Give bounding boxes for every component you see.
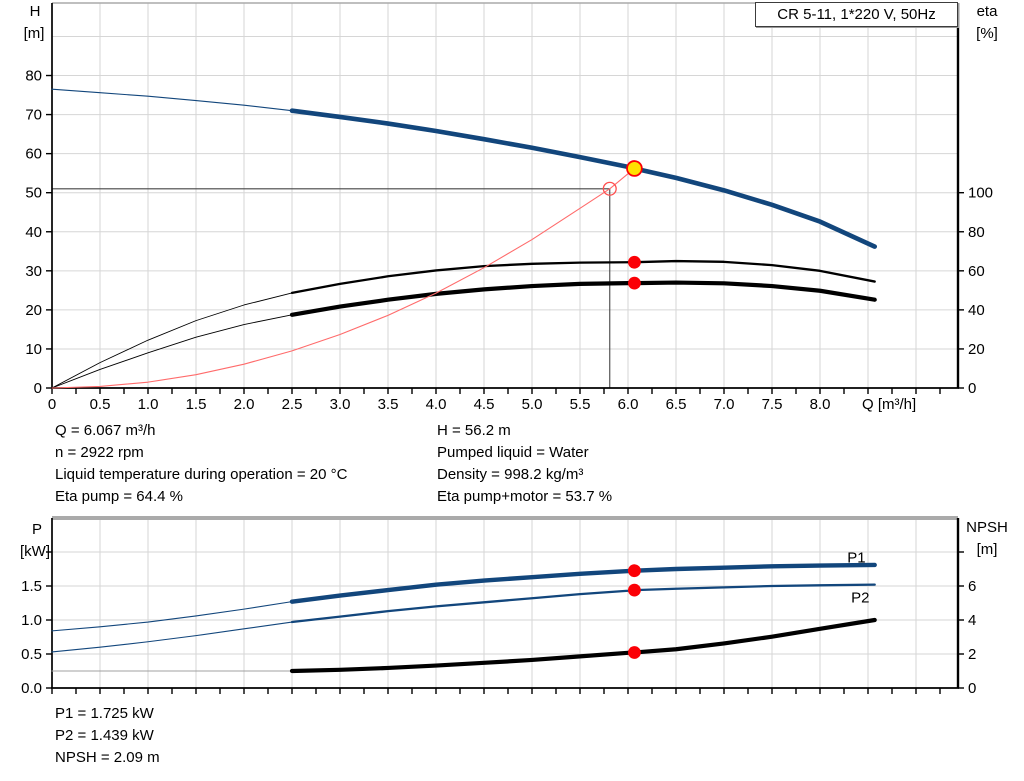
gridlines bbox=[52, 3, 958, 388]
svg-text:2: 2 bbox=[968, 646, 976, 663]
operating-details-right: H = 56.2 m Pumped liquid = Water Density… bbox=[437, 420, 612, 508]
svg-text:0.0: 0.0 bbox=[21, 680, 42, 697]
svg-text:40: 40 bbox=[25, 224, 42, 241]
svg-text:1.0: 1.0 bbox=[21, 612, 42, 629]
p2-point[interactable] bbox=[628, 583, 641, 597]
detail-head: H = 56.2 m bbox=[437, 422, 511, 439]
svg-text:60: 60 bbox=[968, 263, 985, 280]
markers[interactable] bbox=[628, 564, 641, 659]
tick-marks bbox=[46, 551, 964, 694]
markers[interactable] bbox=[602, 160, 643, 290]
operating-details-left: Q = 6.067 m³/h n = 2922 rpm Liquid tempe… bbox=[55, 420, 347, 508]
svg-text:6.0: 6.0 bbox=[618, 396, 639, 413]
axes bbox=[51, 2, 960, 389]
eta-pump-point[interactable] bbox=[628, 255, 641, 269]
series-pump-curve bbox=[51, 88, 878, 249]
detail-flow: Q = 6.067 m³/h bbox=[55, 422, 156, 439]
operating-point[interactable] bbox=[626, 160, 643, 177]
svg-text:4.0: 4.0 bbox=[426, 396, 447, 413]
detail-npsh: NPSH = 2.09 m bbox=[55, 749, 160, 766]
svg-text:3.0: 3.0 bbox=[330, 396, 351, 413]
p-axis-title: P bbox=[31, 521, 42, 538]
series-p1-curve bbox=[51, 562, 877, 632]
svg-text:1.5: 1.5 bbox=[186, 396, 207, 413]
svg-text:80: 80 bbox=[968, 224, 985, 241]
svg-text:6: 6 bbox=[968, 578, 976, 595]
series-label-P2: P2 bbox=[851, 590, 869, 607]
x-axis-unit-label: Q [m³/h] bbox=[862, 396, 916, 413]
svg-text:10: 10 bbox=[25, 341, 42, 358]
svg-text:8.0: 8.0 bbox=[810, 396, 831, 413]
npsh-axis-title: NPSH bbox=[966, 519, 1008, 536]
series-label-P1: P1 bbox=[847, 549, 865, 566]
tick-marks bbox=[46, 74, 964, 394]
eta-axis-unit: [%] bbox=[976, 25, 998, 42]
svg-text:0: 0 bbox=[34, 380, 42, 397]
detail-liquid-temp: Liquid temperature during operation = 20… bbox=[55, 466, 348, 483]
series-system-curve bbox=[51, 167, 635, 389]
svg-text:50: 50 bbox=[25, 185, 42, 202]
svg-text:100: 100 bbox=[968, 185, 993, 202]
svg-text:1.5: 1.5 bbox=[21, 578, 42, 595]
series-p2-curve bbox=[51, 583, 876, 653]
svg-text:2.0: 2.0 bbox=[234, 396, 255, 413]
svg-text:0.5: 0.5 bbox=[21, 646, 42, 663]
svg-text:4: 4 bbox=[968, 612, 976, 629]
power-details: P1 = 1.725 kW P2 = 1.439 kW NPSH = 2.09 … bbox=[55, 703, 160, 769]
series-eta-pump-curve bbox=[51, 259, 876, 389]
h-axis-unit: [m] bbox=[23, 25, 45, 42]
detail-pumped-liquid: Pumped liquid = Water bbox=[437, 444, 589, 461]
svg-text:0: 0 bbox=[48, 396, 56, 413]
svg-text:0: 0 bbox=[968, 680, 976, 697]
svg-text:0: 0 bbox=[968, 380, 976, 397]
duty-point-crosshair bbox=[52, 188, 611, 388]
eta-axis-title: eta bbox=[976, 3, 998, 20]
svg-text:30: 30 bbox=[25, 263, 42, 280]
detail-density: Density = 998.2 kg/m³ bbox=[437, 466, 584, 483]
series-eta-pump-motor-curve bbox=[51, 280, 877, 389]
svg-text:6.5: 6.5 bbox=[666, 396, 687, 413]
svg-text:2.5: 2.5 bbox=[282, 396, 303, 413]
svg-text:60: 60 bbox=[25, 146, 42, 163]
detail-speed: n = 2922 rpm bbox=[55, 444, 144, 461]
svg-text:7.5: 7.5 bbox=[762, 396, 783, 413]
svg-text:70: 70 bbox=[25, 107, 42, 124]
eta-pump-motor-point[interactable] bbox=[628, 276, 641, 290]
svg-text:80: 80 bbox=[25, 68, 42, 85]
pump-model-box: CR 5-11, 1*220 V, 50Hz bbox=[755, 2, 958, 27]
npsh-point[interactable] bbox=[628, 646, 641, 659]
series-npsh-curve bbox=[51, 617, 877, 674]
tick-labels: 0.0 0.5 1.0 1.5 0 2 4 6 bbox=[21, 578, 976, 697]
detail-eta-pump: Eta pump = 64.4 % bbox=[55, 488, 183, 505]
svg-text:5.0: 5.0 bbox=[522, 396, 543, 413]
svg-text:20: 20 bbox=[968, 341, 985, 358]
svg-text:3.5: 3.5 bbox=[378, 396, 399, 413]
duty-point-requested[interactable] bbox=[602, 181, 617, 196]
h-axis-title: H bbox=[29, 3, 41, 20]
p1-point[interactable] bbox=[628, 564, 641, 578]
power-npsh-chart[interactable]: 0.0 0.5 1.0 1.5 0 2 4 6 P1 P2 bbox=[0, 515, 1024, 700]
svg-text:40: 40 bbox=[968, 302, 985, 319]
detail-eta-pump-motor: Eta pump+motor = 53.7 % bbox=[437, 488, 613, 505]
svg-text:0.5: 0.5 bbox=[90, 396, 111, 413]
svg-text:7.0: 7.0 bbox=[714, 396, 735, 413]
axes bbox=[51, 516, 960, 689]
npsh-axis-unit: [m] bbox=[976, 541, 998, 558]
qh-eta-chart[interactable]: 0 10 20 30 40 50 60 70 80 0 20 40 60 80 100 0 0.5 1.0 1.5 2… bbox=[0, 0, 1024, 415]
svg-text:5.5: 5.5 bbox=[570, 396, 591, 413]
detail-p1: P1 = 1.725 kW bbox=[55, 705, 154, 722]
detail-p2: P2 = 1.439 kW bbox=[55, 727, 154, 744]
tick-labels: 0 10 20 30 40 50 60 70 80 0 20 40 60 80 100 0 0.5 1.0 1.5 2… bbox=[25, 68, 993, 413]
p-axis-unit: [kW] bbox=[20, 543, 50, 560]
svg-text:1.0: 1.0 bbox=[138, 396, 159, 413]
svg-text:4.5: 4.5 bbox=[474, 396, 495, 413]
svg-text:20: 20 bbox=[25, 302, 42, 319]
